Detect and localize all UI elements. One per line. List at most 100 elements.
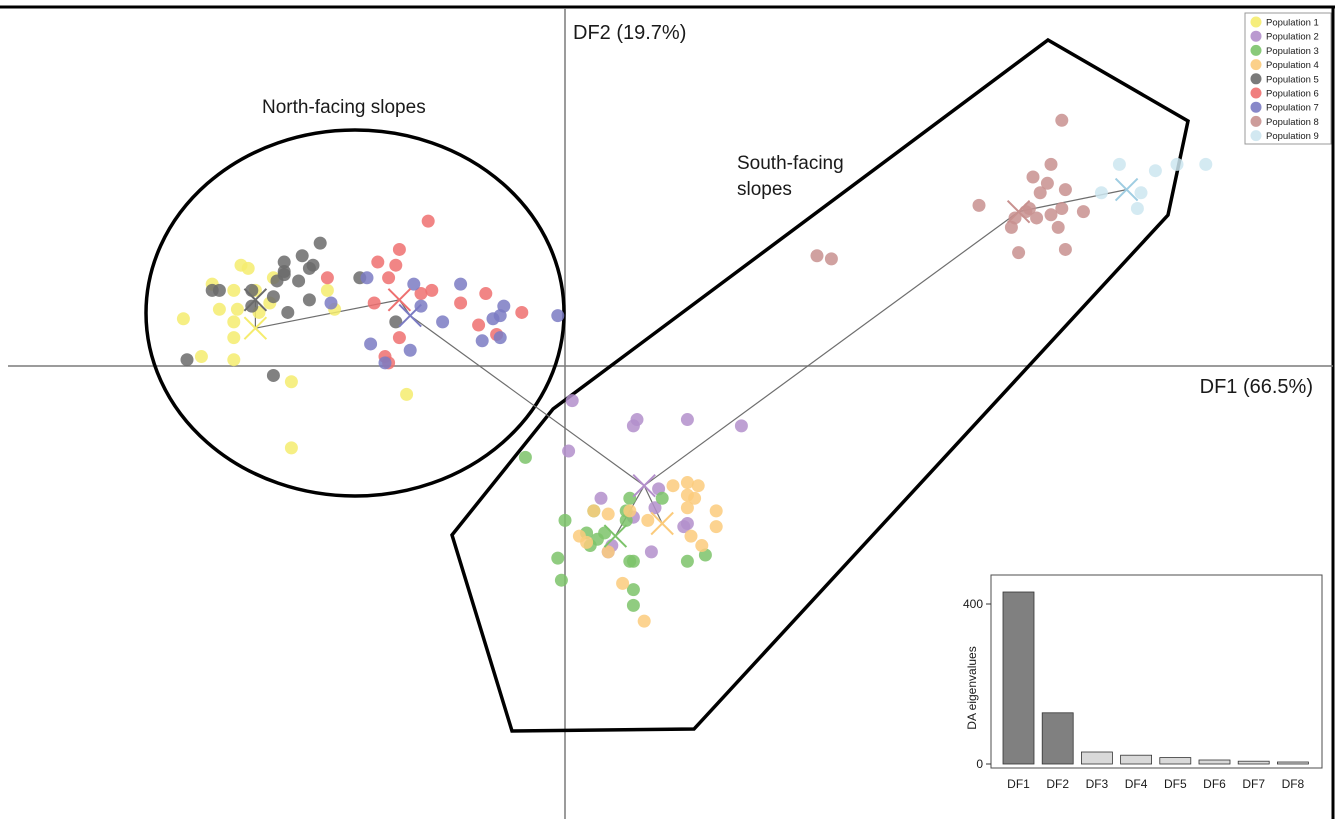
north-facing-annotation: North-facing slopes <box>262 97 426 118</box>
population-7-point <box>475 334 489 348</box>
population-5-point <box>205 283 219 297</box>
population-7-point <box>407 277 421 291</box>
population-5-point <box>277 255 291 269</box>
population-6-centroid-marker <box>387 288 412 312</box>
legend-swatch <box>1250 87 1262 99</box>
south-facing-annotation-line2: slopes <box>737 179 792 200</box>
population-6-point <box>479 287 493 301</box>
legend-label: Population 9 <box>1266 131 1319 142</box>
inset-y-axis-label: DA eigenvalues <box>965 646 979 729</box>
legend-swatch <box>1250 101 1262 113</box>
population-8-point <box>1040 176 1054 190</box>
population-1-point <box>227 283 241 297</box>
population-8-point <box>1012 246 1026 260</box>
south-facing-annotation-line1: South-facing <box>737 153 844 174</box>
population-8-centroid-marker <box>1006 199 1031 224</box>
population-4-point <box>623 504 637 518</box>
population-1-point <box>194 350 208 364</box>
population-6-point <box>454 296 468 310</box>
eigenvalue-bar-df4 <box>1120 754 1152 765</box>
population-9-point <box>1112 157 1126 171</box>
population-3-point <box>680 554 694 568</box>
population-1-point <box>284 375 298 389</box>
inset-y-tick-label: 0 <box>976 757 983 771</box>
population-9-point <box>1130 202 1144 215</box>
inset-x-tick-label: DF2 <box>1046 777 1069 791</box>
eigenvalue-bar-df1 <box>1002 591 1035 765</box>
population-5-point <box>266 368 280 382</box>
population-8-point <box>1058 183 1072 197</box>
population-4-point <box>580 535 594 549</box>
legend-swatch <box>1250 44 1262 56</box>
population-4-point <box>587 504 601 518</box>
population-9-centroid-marker <box>1114 177 1139 202</box>
population-5-point <box>302 293 316 307</box>
inset-plot-area <box>990 574 1323 769</box>
population-4-point <box>688 491 702 505</box>
legend-label: Population 1 <box>1266 18 1319 29</box>
population-8-point <box>1030 211 1044 225</box>
population-8-point <box>1019 205 1033 219</box>
legend-label: Population 7 <box>1266 103 1319 114</box>
legend-swatch <box>1250 130 1262 142</box>
population-7-point <box>324 296 338 310</box>
population-2-point <box>734 419 748 433</box>
population-6-point <box>371 255 385 269</box>
population-4-point <box>641 513 655 527</box>
eigenvalue-bar-df2 <box>1041 712 1074 765</box>
population-7-point <box>364 337 378 351</box>
legend-label: Population 2 <box>1266 32 1319 43</box>
eigenvalue-bar-df3 <box>1081 751 1113 765</box>
population-4-centroid-marker <box>650 511 674 536</box>
population-4-point <box>684 529 698 543</box>
population-9-point <box>1134 186 1148 200</box>
population-4-point <box>709 504 723 518</box>
population-2-point <box>648 501 662 515</box>
population-5-centroid-marker <box>243 288 268 312</box>
legend-swatch <box>1250 16 1262 28</box>
population-3-point <box>518 450 532 464</box>
population-4-point <box>695 539 709 553</box>
population-1-point <box>212 302 226 316</box>
population-5-point <box>245 299 259 313</box>
population-1-point <box>227 315 241 329</box>
population-7-point <box>493 331 507 345</box>
population-5-point <box>281 305 295 319</box>
population-4-point <box>680 501 694 515</box>
group-centroids <box>243 177 1139 548</box>
legend-item-population-6: Population 6 <box>1250 87 1319 100</box>
population-2-point <box>644 545 658 559</box>
population-3-point <box>551 551 565 565</box>
population-8-point <box>1051 220 1065 234</box>
population-7-point <box>378 356 392 370</box>
y-axis-label: DF2 (19.7%) <box>573 22 686 44</box>
population-8-point <box>1055 202 1069 215</box>
population-6-point <box>421 214 435 228</box>
legend-item-population-1: Population 1 <box>1250 16 1319 29</box>
population-8-point <box>810 249 824 263</box>
population-1-point <box>241 261 255 275</box>
population-4-point <box>601 507 615 521</box>
population-4-point <box>637 614 651 628</box>
population-4-point <box>601 545 615 559</box>
population-9-point <box>1170 157 1184 171</box>
population-5-point <box>295 249 309 263</box>
population-6-point <box>392 242 406 256</box>
population-8-point <box>972 198 986 212</box>
population-7-point <box>454 277 468 291</box>
population-7-point <box>493 309 507 323</box>
population-4-point <box>709 520 723 534</box>
eigenvalue-inset: DF1 DF2 DF3 DF4 DF5 DF6 DF7 DF8 0 400 DA eigenva… <box>963 574 1323 791</box>
population-4-point <box>666 479 680 493</box>
data-points <box>176 113 1213 628</box>
population-1-point <box>227 331 241 345</box>
population-6-point <box>367 296 381 310</box>
population-9-point <box>1094 186 1108 200</box>
centroid-link <box>1018 189 1127 213</box>
legend-label: Population 6 <box>1266 89 1319 100</box>
population-9-point <box>1199 157 1213 171</box>
eigenvalue-bar-df5 <box>1159 757 1192 765</box>
population-1-centroid-marker <box>243 316 268 340</box>
population-4-point <box>680 476 694 490</box>
legend-item-population-3: Population 3 <box>1250 44 1319 57</box>
